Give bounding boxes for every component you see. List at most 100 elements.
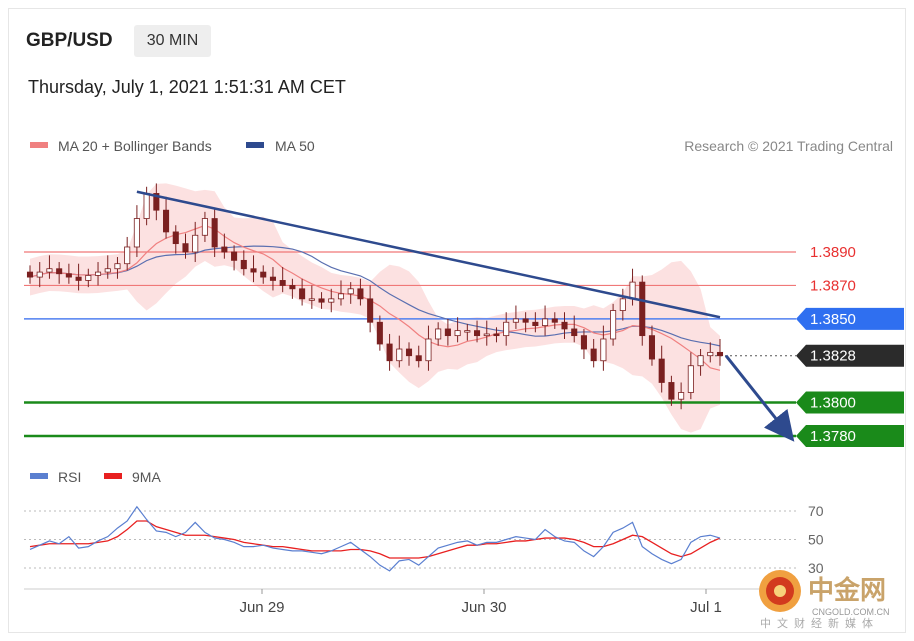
candle <box>85 268 92 288</box>
watermark-site: CNGOLD.COM.CN <box>812 607 890 617</box>
candle-body <box>56 268 63 275</box>
candle <box>658 345 665 393</box>
candle-body <box>542 318 549 326</box>
x-axis-ticks: Jun 29 Jun 30 Jul 1 <box>239 589 722 616</box>
watermark-tagline: 中文财经新媒体 <box>760 616 879 630</box>
candle-body <box>75 276 82 281</box>
candle <box>716 338 724 366</box>
level-tag-1.3780 <box>796 425 904 447</box>
candle-body <box>590 348 597 362</box>
rsi-ma-legend-label: 9MA <box>132 469 161 485</box>
candle-body <box>386 343 393 362</box>
level-tag-1.3850 <box>796 307 904 330</box>
candle-body <box>571 328 578 337</box>
candle-body <box>687 365 694 393</box>
rsi-ma-line <box>29 520 721 559</box>
candle-body <box>532 321 539 327</box>
candle-body <box>240 259 247 270</box>
candle-body <box>561 321 568 330</box>
candle-body <box>396 348 403 362</box>
candle <box>114 257 121 279</box>
candle <box>221 233 228 259</box>
candle <box>318 292 325 309</box>
level-label-1.3850: 1.3850 <box>810 311 856 328</box>
candle <box>182 233 189 259</box>
candle <box>415 345 422 368</box>
candle <box>231 245 238 271</box>
ma50-legend-swatch <box>246 142 264 148</box>
projection-arrow <box>724 354 795 442</box>
candle-body <box>337 293 345 300</box>
candle-body <box>512 318 519 323</box>
candle-body <box>289 285 296 290</box>
candle-body <box>658 358 665 383</box>
watermark-logo-text: 中金网 <box>808 575 886 605</box>
candle <box>308 285 315 309</box>
candle-body <box>26 271 34 278</box>
candle-body <box>308 298 315 301</box>
candle-body <box>551 318 558 323</box>
candle <box>337 280 345 306</box>
candle <box>590 338 597 368</box>
credit-label: Research © 2021 Trading Central <box>684 138 893 154</box>
bollinger-bands <box>30 183 720 433</box>
candle <box>367 285 374 333</box>
candle <box>522 312 529 333</box>
candle-body <box>668 382 675 400</box>
candle-body <box>94 271 102 276</box>
candle-body <box>454 330 461 337</box>
candle <box>386 333 393 371</box>
level-label-1.3870: 1.3870 <box>810 277 856 294</box>
candle <box>124 236 131 271</box>
candle-body <box>707 351 714 357</box>
candle <box>289 278 296 299</box>
candle-body <box>639 281 646 337</box>
candle <box>464 323 471 341</box>
candle <box>454 317 461 343</box>
candle <box>65 263 72 284</box>
candle-body <box>201 218 208 236</box>
candle-body <box>522 318 529 323</box>
candle-body <box>143 193 150 219</box>
candle <box>697 349 704 376</box>
candle <box>250 255 257 283</box>
candle <box>493 327 500 343</box>
candle-body <box>269 276 276 281</box>
price-levels <box>24 251 796 438</box>
candle <box>328 288 335 313</box>
candle <box>580 328 587 360</box>
candle-body <box>503 321 510 337</box>
ma50-legend-label: MA 50 <box>275 138 315 154</box>
candle <box>46 255 53 279</box>
candle <box>600 325 607 371</box>
candle-body <box>172 231 179 245</box>
candle <box>512 305 519 329</box>
watermark: 中金网 CNGOLD.COM.CN 中文财经新媒体 <box>750 565 910 635</box>
level-label-1.3780: 1.3780 <box>810 428 856 445</box>
candle-body <box>610 310 617 340</box>
candle-body <box>221 246 228 253</box>
moving-averages <box>29 224 721 371</box>
candle <box>571 315 578 343</box>
candle <box>648 325 656 366</box>
candle-body <box>678 392 685 400</box>
rsi-legend-swatch <box>30 473 48 479</box>
trendline <box>136 190 721 319</box>
timeframe-button[interactable]: 30 MIN <box>134 25 211 57</box>
candle <box>133 205 140 258</box>
candle <box>619 288 626 321</box>
candle-body <box>328 298 335 303</box>
candle-body <box>464 330 471 333</box>
candle <box>94 262 102 286</box>
candle-body <box>483 333 490 337</box>
candle <box>153 183 160 221</box>
rsi-panel: 70 50 30 <box>24 503 824 576</box>
candle <box>376 315 383 351</box>
candle <box>561 312 568 339</box>
candle <box>687 352 694 400</box>
candle-body <box>376 321 383 345</box>
rsi-ma-legend-swatch <box>104 473 122 479</box>
candle-body <box>36 271 43 278</box>
candle-body <box>580 335 587 350</box>
candle-body <box>133 218 140 248</box>
